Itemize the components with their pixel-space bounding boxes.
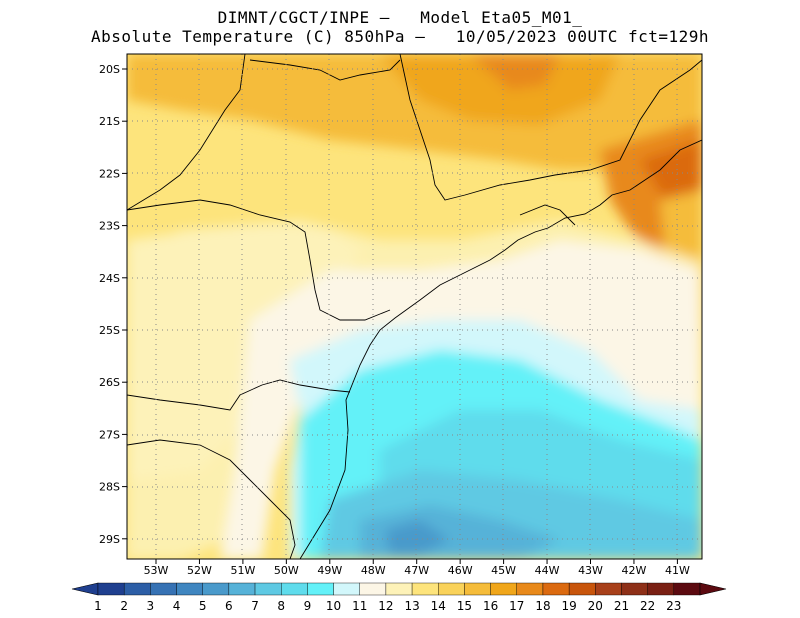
colorbar-swatch [307,582,334,596]
colorbar-swatch [97,582,125,596]
lon-label: 44W [535,564,560,577]
colorbar-swatch [176,582,203,596]
lat-label: 23S [99,220,120,233]
lat-label: 27S [99,428,120,441]
colorbar-label: 14 [431,599,446,613]
lon-label: 47W [404,564,429,577]
colorbar-swatch [673,582,701,596]
colorbar-swatch [333,582,360,596]
colorbar-label: 7 [251,599,259,613]
lon-label: 53W [144,564,169,577]
coastline-borders [127,54,702,559]
colorbar-arrow-right [699,582,727,596]
colorbar-label: 4 [173,599,181,613]
colorbar-label: 2 [120,599,128,613]
colorbar-label: 9 [304,599,312,613]
colorbar-swatch [411,582,439,596]
colorbar-swatch [595,582,622,596]
colorbar-label: 6 [225,599,233,613]
temperature-field [127,54,702,559]
colorbar-label: 10 [326,599,341,613]
colorbar-swatch [150,582,177,596]
lon-label: 50W [274,564,299,577]
lon-label: 43W [578,564,603,577]
colorbar-label: 3 [147,599,155,613]
colorbar-swatch [568,582,596,596]
lon-label: 46W [448,564,473,577]
colorbar-label: 8 [277,599,285,613]
lon-label: 48W [361,564,386,577]
colorbar-label: 22 [640,599,655,613]
colorbar-label: 21 [614,599,629,613]
colorbar-swatch [647,582,675,596]
lat-lon-grid [127,54,702,559]
lon-label: 45W [491,564,516,577]
colorbar-label: 23 [666,599,681,613]
colorbar-swatch [438,582,465,596]
map-title-line2: Absolute Temperature (C) 850hPa – 10/05/… [90,27,710,46]
colorbar: 1 2 3 4 5 6 7 8 9 10 11 12 13 14 15 16 17 18 19 20 21 22 23 [71,582,727,613]
colorbar-label: 11 [352,599,367,613]
colorbar-swatch [542,582,570,596]
colorbar-swatch [490,582,517,596]
plot-frame [126,53,703,560]
colorbar-swatch [281,582,308,596]
colorbar-label: 19 [561,599,576,613]
lat-label: 29S [99,533,120,546]
colorbar-swatch [516,582,544,596]
colorbar-label: 15 [457,599,472,613]
lat-label: 25S [99,324,120,337]
colorbar-swatch [123,582,151,596]
colorbar-swatch [202,582,230,596]
colorbar-label: 1 [94,599,102,613]
lon-label: 49W [317,564,342,577]
lat-label: 24S [99,272,120,285]
colorbar-label: 18 [535,599,550,613]
colorbar-swatch [254,582,282,596]
map-title-line1: DIMNT/CGCT/INPE – Model Eta05_M01_ [217,8,583,27]
colorbar-label: 5 [199,599,207,613]
lat-tick-labels: 20S 21S 22S 23S 24S 25S 26S 27S 28S 29S [99,63,127,546]
colorbar-label: 13 [404,599,419,613]
lat-label: 21S [99,115,120,128]
lon-label: 51W [230,564,255,577]
colorbar-swatch [464,582,491,596]
colorbar-swatch [385,582,413,596]
colorbar-label: 20 [588,599,603,613]
lon-tick-labels: 53W 52W 51W 50W 49W 48W 47W 46W 45W 44W 43W 42W 41W [144,559,690,577]
colorbar-swatch [621,582,648,596]
colorbar-label: 12 [378,599,393,613]
lon-label: 42W [622,564,647,577]
lat-label: 22S [99,167,120,180]
lat-label: 28S [99,481,120,494]
colorbar-label: 16 [483,599,498,613]
lat-label: 26S [99,376,120,389]
lon-label: 52W [187,564,212,577]
colorbar-arrow-left [71,582,99,596]
colorbar-label: 17 [509,599,524,613]
colorbar-swatch [359,582,387,596]
lon-label: 41W [665,564,690,577]
lat-label: 20S [99,63,120,76]
colorbar-swatch [228,582,256,596]
